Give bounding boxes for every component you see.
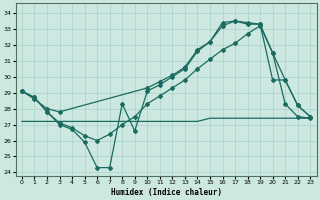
X-axis label: Humidex (Indice chaleur): Humidex (Indice chaleur) (111, 188, 221, 197)
